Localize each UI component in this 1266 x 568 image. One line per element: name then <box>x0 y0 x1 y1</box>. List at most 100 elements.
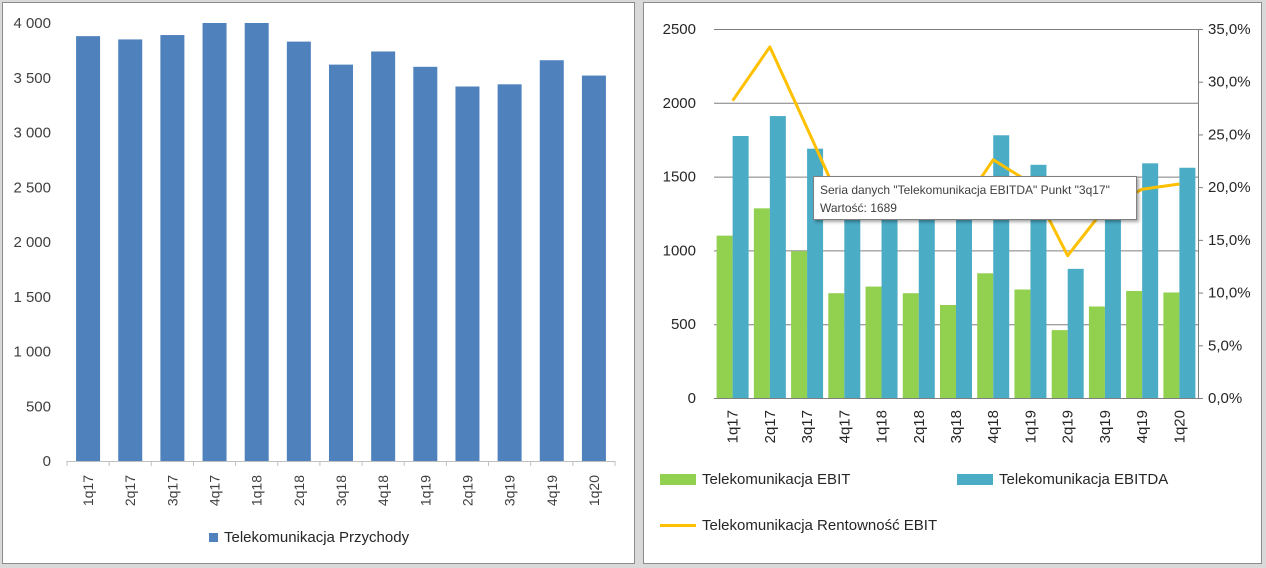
ebitda-bar <box>769 116 786 399</box>
x-tick-label: 4q18 <box>375 475 391 506</box>
x-tick-label: 4q17 <box>836 410 853 443</box>
x-tick-label: 3q18 <box>948 410 965 443</box>
x-tick-label: 1q19 <box>417 475 433 506</box>
y-tick-label: 2 500 <box>13 179 51 196</box>
x-tick-label: 4q17 <box>207 475 223 506</box>
x-tick-label: 1q20 <box>586 475 602 506</box>
y-tick-label: 2000 <box>663 95 696 112</box>
tooltip-value-text: Wartość: 1689 <box>820 201 897 215</box>
y-tick-label: 0 <box>688 390 696 407</box>
ebit-legend-item: Telekomunikacja EBIT <box>660 471 850 488</box>
ebit-bar <box>1163 292 1180 398</box>
x-tick-label: 1q20 <box>1171 410 1188 443</box>
x-tick-label: 1q18 <box>249 475 265 506</box>
x-tick-label: 4q18 <box>985 410 1002 443</box>
x-tick-label: 2q18 <box>291 475 307 506</box>
ebit-legend-swatch <box>660 474 696 485</box>
ebit-bar <box>828 293 845 398</box>
x-tick-label: 4q19 <box>544 475 560 506</box>
y2-tick-label: 35,0% <box>1208 21 1251 38</box>
ebit-bar <box>1051 330 1068 398</box>
y-tick-label: 3 000 <box>13 125 51 142</box>
ebit-bar <box>1088 306 1105 398</box>
revenue-bar <box>202 23 227 461</box>
revenue-bar <box>455 86 480 461</box>
revenue-legend-swatch <box>209 533 218 542</box>
x-tick-label: 1q18 <box>874 410 891 443</box>
y2-tick-label: 15,0% <box>1208 232 1251 249</box>
x-tick-label: 3q18 <box>333 475 349 506</box>
ebit-bar <box>716 235 733 398</box>
y-tick-label: 1000 <box>663 242 696 259</box>
x-tick-label: 3q19 <box>1097 410 1114 443</box>
y-tick-label: 500 <box>671 316 696 333</box>
x-tick-label: 1q17 <box>80 475 96 506</box>
y-tick-label: 4 000 <box>13 15 51 32</box>
revenue-bar <box>329 64 353 462</box>
y-tick-label: 1 500 <box>13 289 51 306</box>
ebit-bar <box>1126 290 1143 398</box>
revenue-bar <box>76 36 101 461</box>
x-tick-label: 2q19 <box>1060 410 1077 443</box>
y-tick-label: 1 000 <box>13 344 51 361</box>
margin-legend-swatch <box>660 524 696 527</box>
y2-tick-label: 5,0% <box>1208 337 1242 354</box>
revenue-bar <box>160 35 185 462</box>
ebitda-legend-swatch <box>957 474 993 485</box>
tooltip-series-text: Seria danych "Telekomunikacja EBITDA" Pu… <box>820 183 1110 197</box>
ebitda-legend-item: Telekomunikacja EBITDA <box>957 471 1168 488</box>
ebitda-bar <box>956 189 972 398</box>
x-tick-label: 2q18 <box>911 410 928 443</box>
ebitda-bar <box>844 191 861 398</box>
ebitda-bar <box>1179 167 1196 398</box>
data-point-tooltip: Seria danych "Telekomunikacja EBITDA" Pu… <box>813 176 1137 220</box>
x-tick-label: 2q17 <box>762 410 779 443</box>
y-tick-label: 2500 <box>663 21 696 38</box>
x-tick-label: 1q19 <box>1022 410 1039 443</box>
y-tick-label: 2 000 <box>13 234 51 251</box>
x-tick-label: 2q19 <box>459 475 475 506</box>
revenue-bar <box>371 51 396 461</box>
ebitda-bar <box>918 188 935 398</box>
margin-legend-item: Telekomunikacja Rentowność EBIT <box>660 517 937 534</box>
ebitda-bar <box>993 135 1010 398</box>
ebit-legend-label: Telekomunikacja EBIT <box>702 471 851 488</box>
x-tick-label: 3q17 <box>164 475 180 506</box>
ebitda-bar <box>1104 191 1121 398</box>
ebit-chart-panel[interactable]: 0 500 1000 1500 2000 2500 0,0% 5,0% 10,0% 15,0% 20… <box>643 2 1262 564</box>
x-tick-label: 3q19 <box>502 475 518 506</box>
ebitda-bar <box>1142 163 1159 398</box>
y-tick-label: 500 <box>26 398 51 415</box>
revenue-bar <box>286 41 311 462</box>
y2-tick-label: 20,0% <box>1208 179 1251 196</box>
revenue-chart-panel[interactable]: 0 500 1 000 1 500 2 000 2 500 3 000 3 500 4 000 1… <box>2 2 635 564</box>
revenue-chart: 0 500 1 000 1 500 2 000 2 500 3 000 3 500 4 000 1… <box>13 15 616 506</box>
revenue-bar <box>118 39 143 462</box>
x-tick-label: 4q19 <box>1134 410 1151 443</box>
ebit-bar <box>940 305 956 398</box>
revenue-legend-label: Telekomunikacja Przychody <box>224 529 410 546</box>
margin-legend-label: Telekomunikacja Rentowność EBIT <box>702 517 938 534</box>
ebit-bar <box>902 293 919 398</box>
ebitda-bar <box>1067 268 1084 398</box>
x-tick-label: 1q17 <box>725 410 742 443</box>
ebitda-legend-label: Telekomunikacja EBITDA <box>999 471 1169 488</box>
ebit-bar <box>791 251 808 398</box>
ebitda-bar <box>1030 164 1047 398</box>
y2-tick-label: 25,0% <box>1208 126 1251 143</box>
y-tick-label: 3 500 <box>13 70 51 87</box>
ebit-bar <box>977 273 994 398</box>
y-tick-label: 1500 <box>663 169 696 186</box>
revenue-bar <box>539 60 564 461</box>
y2-tick-label: 0,0% <box>1208 390 1242 407</box>
y2-tick-label: 30,0% <box>1208 74 1251 91</box>
y-tick-label: 0 <box>43 453 51 470</box>
ebit-bar <box>1014 289 1031 398</box>
ebit-bar <box>865 286 882 398</box>
revenue-bar <box>581 75 606 461</box>
y2-tick-label: 10,0% <box>1208 285 1251 302</box>
x-tick-label: 2q17 <box>122 475 138 506</box>
revenue-legend: Telekomunikacja Przychody <box>209 529 409 546</box>
revenue-bar <box>497 84 522 461</box>
revenue-bar <box>413 66 438 462</box>
